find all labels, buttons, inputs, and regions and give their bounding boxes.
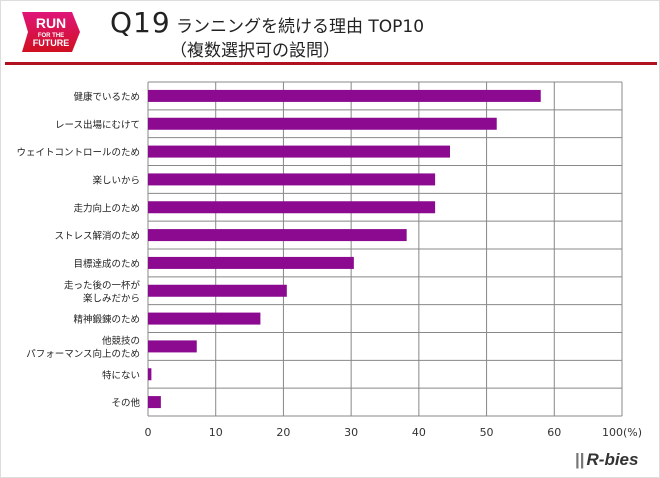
bar (148, 368, 152, 381)
category-label: 楽しいから (92, 174, 140, 186)
bar (148, 89, 541, 102)
question-number: Q19 (110, 6, 171, 39)
category-label: 特にない (102, 369, 140, 381)
category-label: 精神鍛錬のため (73, 314, 140, 326)
bar (148, 173, 436, 186)
category-label: その他 (111, 397, 140, 409)
bar (148, 312, 261, 325)
category-label: 走った後の一杯が (64, 279, 141, 291)
bar (148, 340, 197, 353)
svg-text:FUTURE: FUTURE (33, 38, 70, 48)
bar (148, 256, 354, 269)
bar (148, 229, 407, 242)
category-label: ストレス解消のため (54, 230, 140, 242)
x-tick-label: 20 (276, 426, 290, 439)
header-divider (5, 62, 657, 65)
category-label: ウェイトコントロールのため (16, 148, 140, 159)
bar (148, 117, 497, 130)
run-for-the-future-logo: RUN FOR THE FUTURE (22, 12, 80, 52)
svg-text:RUN: RUN (36, 15, 66, 31)
category-label: 楽しみだから (83, 292, 140, 304)
category-label: 走力向上のため (73, 202, 140, 214)
bar (148, 145, 451, 158)
category-label: 目標達成のため (73, 258, 140, 270)
x-tick-label: 100(%) (602, 426, 642, 439)
page-title: ランニングを続ける理由 TOP10 (176, 17, 425, 37)
category-label: パフォーマンス向上のため (26, 348, 140, 360)
x-tick-label: 30 (344, 426, 358, 439)
bar-chart: 0 10 20 30 40 50 60 100(%) 健康でいるためレース出場にむけてウェイトコ… (16, 81, 642, 439)
x-tick-label: 40 (412, 426, 426, 439)
x-tick-label: 0 (145, 426, 152, 439)
category-label: 他競技の (102, 335, 140, 347)
x-tick-label: 10 (209, 426, 223, 439)
page-subtitle: （複数選択可の設問） (170, 41, 340, 61)
bar (148, 284, 287, 297)
bar (148, 396, 161, 409)
brand-logo: || R-bies (575, 450, 639, 469)
svg-text:FOR THE: FOR THE (38, 33, 64, 39)
category-label: 健康でいるため (73, 91, 140, 103)
bar (148, 201, 436, 214)
x-tick-label: 60 (547, 426, 561, 439)
brand-text: R-bies (586, 450, 639, 469)
category-label: レース出場にむけて (55, 119, 140, 131)
x-tick-label: 50 (480, 426, 494, 439)
